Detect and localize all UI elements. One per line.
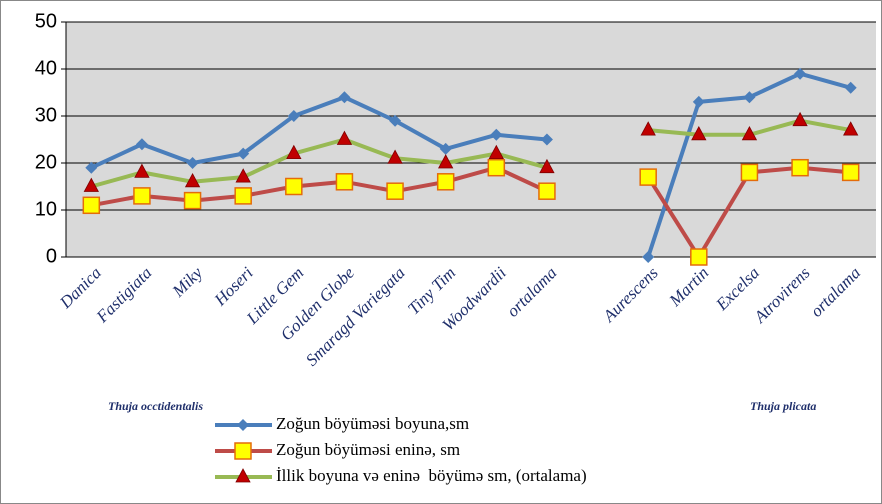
marker	[640, 121, 656, 136]
marker	[389, 114, 402, 127]
plot-area	[66, 22, 876, 257]
legend-label: Zoğun böyüməsi eninə, sm	[276, 440, 460, 459]
marker	[490, 128, 503, 141]
marker	[692, 95, 705, 108]
marker	[691, 125, 707, 141]
marker	[286, 144, 302, 159]
marker	[844, 81, 857, 94]
marker	[540, 133, 553, 146]
marker	[741, 125, 758, 141]
marker	[740, 163, 759, 182]
marker	[133, 187, 151, 205]
marker	[642, 251, 655, 263]
marker	[794, 67, 807, 80]
marker	[639, 168, 657, 186]
marker	[387, 149, 403, 164]
marker	[843, 121, 859, 136]
marker	[135, 138, 148, 151]
marker	[690, 248, 708, 266]
y-tick-label: 40	[35, 57, 57, 79]
marker	[386, 182, 404, 200]
legend-label: Zoğun böyüməsi boyuna,sm	[276, 414, 469, 433]
marker	[287, 110, 300, 122]
marker	[85, 161, 98, 174]
y-tick-label: 50	[35, 10, 57, 32]
marker	[335, 173, 354, 191]
marker	[184, 172, 201, 188]
legend-label: İllik boyuna və eninə böyümə sm, (ortala…	[276, 466, 587, 485]
marker	[83, 177, 99, 192]
marker	[338, 91, 351, 104]
marker	[488, 144, 504, 159]
marker	[841, 163, 860, 182]
annotation: Thuja occtidentalis	[108, 399, 203, 413]
marker	[82, 196, 101, 215]
marker	[134, 163, 150, 178]
marker	[436, 173, 455, 191]
marker	[186, 157, 199, 169]
marker	[539, 158, 555, 174]
y-tick-label: 0	[46, 245, 57, 267]
marker	[791, 158, 809, 177]
marker	[237, 147, 250, 160]
marker	[336, 130, 353, 145]
y-tick-label: 30	[35, 104, 57, 126]
marker	[234, 442, 252, 460]
marker	[235, 168, 251, 183]
marker	[237, 419, 249, 431]
marker	[743, 91, 756, 104]
marker	[235, 468, 251, 483]
marker	[487, 158, 506, 177]
y-tick-label: 20	[35, 151, 57, 173]
marker	[792, 111, 808, 127]
annotation: Thuja plicata	[750, 399, 816, 413]
marker	[285, 177, 303, 196]
y-tick-label: 10	[35, 198, 57, 220]
marker	[438, 154, 454, 169]
marker	[234, 187, 252, 205]
marker	[439, 142, 452, 155]
marker	[538, 182, 556, 200]
marker	[183, 191, 202, 210]
